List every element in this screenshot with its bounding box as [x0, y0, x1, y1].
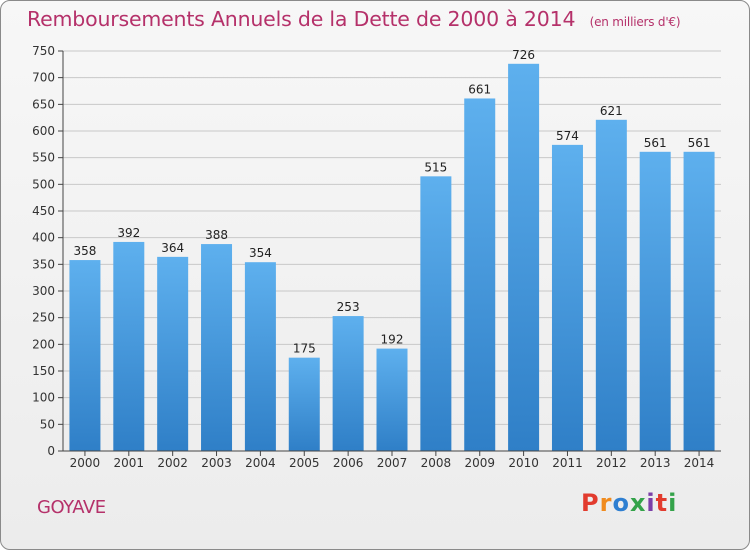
x-tick-label: 2001 — [114, 456, 145, 470]
x-tick-label: 2008 — [421, 456, 452, 470]
bar — [595, 119, 627, 452]
bar — [332, 316, 364, 451]
bar-value-label: 574 — [556, 129, 579, 143]
bar-value-label: 358 — [73, 244, 96, 258]
bar — [639, 151, 671, 452]
bar-value-label: 392 — [117, 226, 140, 240]
bar — [69, 260, 101, 451]
bar — [201, 244, 233, 451]
y-tick-label: 700 — [32, 71, 55, 85]
bar-value-label: 175 — [293, 342, 316, 356]
bars — [69, 63, 715, 452]
y-tick-label: 550 — [32, 151, 55, 165]
chart-subtitle: (en milliers d'€) — [589, 15, 681, 29]
data-labels: 358 392 364 388 354 175 253 192 515 661 726 574 621 5… — [73, 48, 710, 356]
y-tick-label: 200 — [32, 337, 55, 351]
x-tick-label: 2007 — [377, 456, 408, 470]
bar — [508, 63, 540, 452]
x-tick-label: 2011 — [552, 456, 583, 470]
bar-value-label: 354 — [249, 246, 272, 260]
chart-title: Remboursements Annuels de la Dette de 20… — [27, 7, 681, 31]
x-tick-label: 2000 — [70, 456, 101, 470]
bar-value-label: 661 — [468, 82, 491, 96]
x-tick-label: 2012 — [596, 456, 627, 470]
place-name: GOYAVE — [37, 497, 106, 518]
y-tick-label: 50 — [40, 417, 55, 431]
y-tick-label: 450 — [32, 204, 55, 218]
x-tick-label: 2013 — [640, 456, 671, 470]
x-tick-label: 2005 — [289, 456, 320, 470]
y-tick-label: 250 — [32, 311, 55, 325]
bar — [376, 348, 408, 451]
bar — [288, 357, 320, 451]
y-tick-label: 350 — [32, 257, 55, 271]
y-tick-label: 0 — [47, 444, 55, 458]
x-tick-label: 2004 — [245, 456, 276, 470]
bar-value-label: 726 — [512, 48, 535, 62]
y-tick-label: 500 — [32, 177, 55, 191]
y-tick-label: 400 — [32, 231, 55, 245]
bar — [113, 241, 145, 451]
bar-value-label: 192 — [381, 333, 404, 347]
proxiti-logo[interactable]: Proxiti — [581, 489, 678, 517]
bar-value-label: 561 — [688, 136, 711, 150]
x-tick-label: 2002 — [157, 456, 188, 470]
bar — [157, 256, 189, 451]
chart-title-text: Remboursements Annuels de la Dette de 20… — [27, 7, 576, 31]
bar — [464, 98, 496, 451]
y-tick-label: 100 — [32, 391, 55, 405]
bar-value-label: 364 — [161, 241, 184, 255]
bar-value-label: 561 — [644, 136, 667, 150]
x-tick-label: 2009 — [464, 456, 495, 470]
bar — [420, 176, 452, 452]
x-tick-label: 2010 — [508, 456, 539, 470]
bar — [551, 144, 583, 451]
bar — [683, 151, 715, 452]
x-tick-label: 2014 — [684, 456, 715, 470]
y-tick-label: 600 — [32, 124, 55, 138]
x-tick-label: 2003 — [201, 456, 232, 470]
y-tick-label: 750 — [32, 44, 55, 58]
axes: 0 50 100 150 200 250 300 350 400 450 500 550 600 650 7… — [32, 44, 721, 470]
y-tick-label: 650 — [32, 97, 55, 111]
bar — [244, 262, 276, 451]
bar-value-label: 253 — [337, 300, 360, 314]
bar-value-label: 388 — [205, 228, 228, 242]
bar-value-label: 515 — [424, 160, 447, 174]
y-tick-label: 300 — [32, 284, 55, 298]
bar-value-label: 621 — [600, 104, 623, 118]
y-tick-label: 150 — [32, 364, 55, 378]
x-tick-label: 2006 — [333, 456, 364, 470]
